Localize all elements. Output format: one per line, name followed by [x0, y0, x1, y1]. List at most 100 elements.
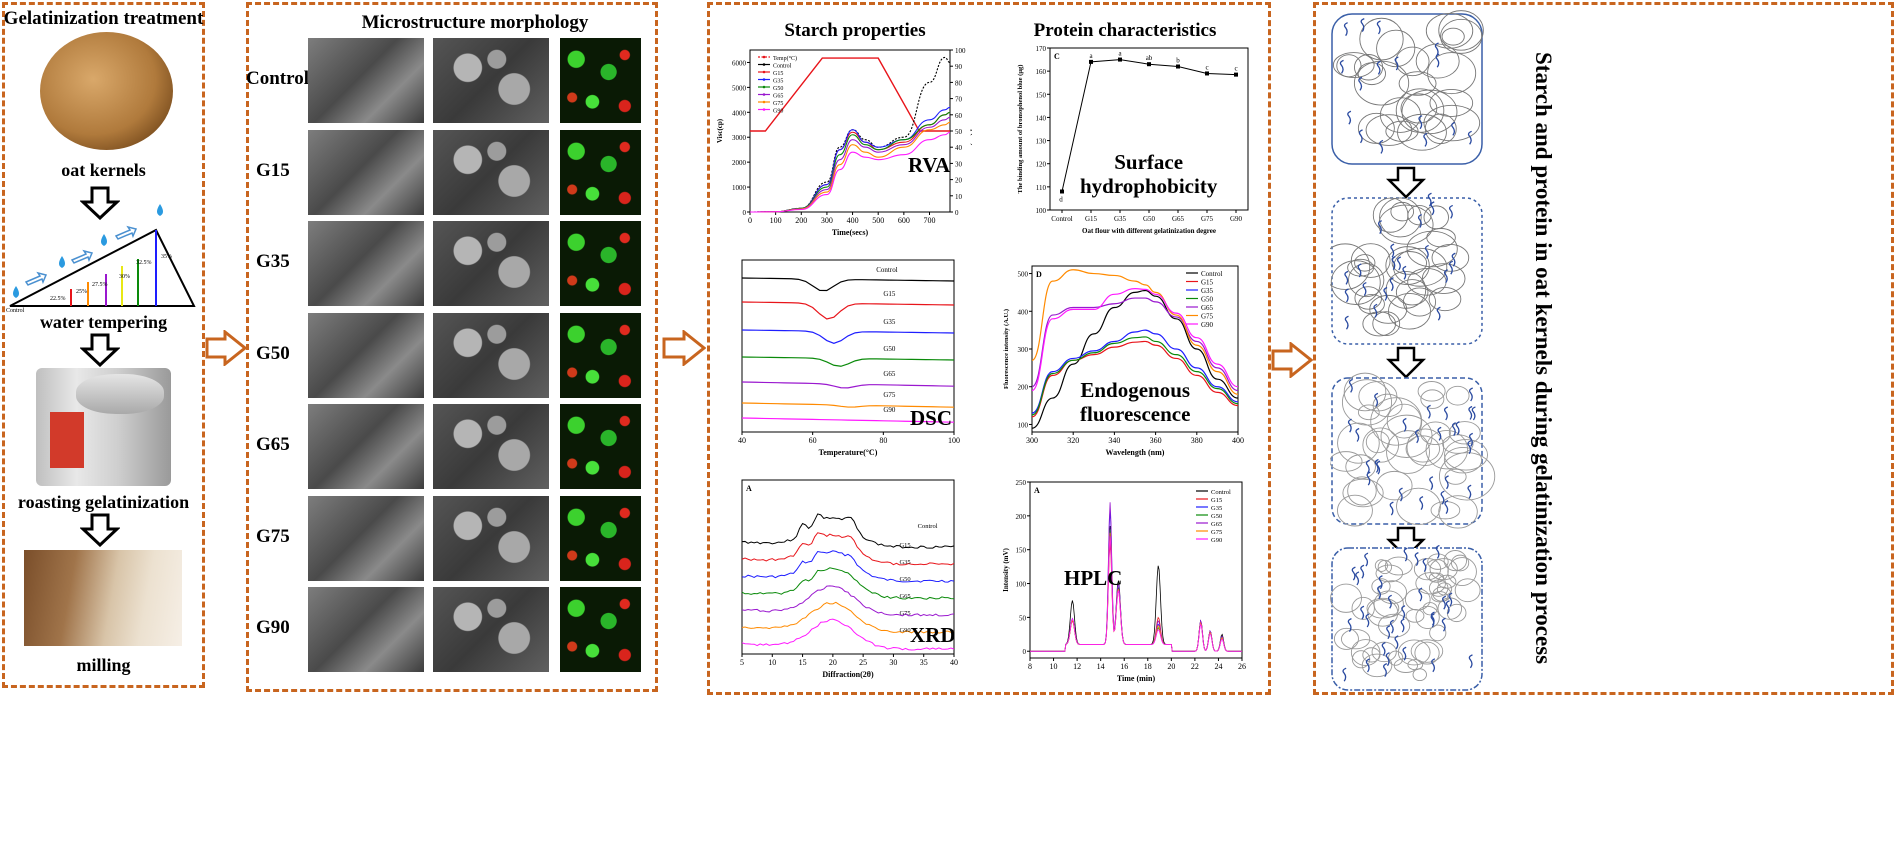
- starch-granule: [1371, 641, 1397, 663]
- surface-point: [1060, 189, 1064, 194]
- step-label-roasting: roasting gelatinization: [17, 492, 190, 512]
- x-tick-label: 10: [1050, 662, 1058, 671]
- fluor-series-g90: [1031, 288, 1239, 392]
- starch-granule: [1417, 381, 1446, 402]
- legend-marker: [762, 100, 766, 104]
- legend-marker: [762, 63, 766, 66]
- sem-low-mag-image: [308, 587, 424, 672]
- protein-strand: [1417, 213, 1422, 228]
- significance-letter: a: [1118, 50, 1122, 58]
- starch-granule: [1415, 43, 1460, 79]
- starch-granule: [1427, 553, 1449, 570]
- protein-strand: [1389, 619, 1394, 634]
- micro-row-label-g35: G35: [256, 251, 290, 272]
- starch-granule: [1376, 29, 1416, 68]
- starch-granule: [1351, 596, 1375, 620]
- starch-granule: [1351, 650, 1371, 669]
- protein-strand: [1378, 575, 1383, 590]
- protein-strand: [1414, 429, 1419, 444]
- protein-strand: [1360, 564, 1365, 579]
- protein-strand: [1365, 459, 1370, 474]
- xrd-series-control: [741, 513, 955, 549]
- clsm-image: [560, 221, 641, 306]
- starch-granule: [1333, 627, 1359, 650]
- starch-granule: [1391, 251, 1428, 275]
- protein-strand: [1448, 204, 1453, 219]
- legend-entry: G75: [773, 101, 783, 107]
- x-tick-label: 16: [1120, 662, 1128, 671]
- starch-granule: [1387, 293, 1432, 330]
- protein-strand: [1441, 617, 1446, 632]
- protein-strand: [1435, 544, 1440, 559]
- protein-strand: [1376, 60, 1381, 75]
- x-tick-label: 14: [1097, 662, 1105, 671]
- y2-tick-label: 90: [955, 63, 963, 71]
- starch-granule: [1406, 428, 1445, 467]
- y-tick-label: 200: [1016, 513, 1027, 521]
- y-tick-label: 150: [1016, 547, 1027, 555]
- protein-strand: [1344, 315, 1349, 330]
- starch-granule: [1377, 580, 1407, 605]
- sem-high-mag-image: [433, 587, 549, 672]
- protein-strand: [1383, 663, 1388, 678]
- legend-entry: Control: [773, 64, 792, 70]
- rva-chart: 0 100 200 300 400 500 600 700010002000300040005…: [716, 47, 972, 237]
- starch-granule: [1422, 602, 1438, 616]
- protein-strand: [1467, 484, 1472, 499]
- x-tick-label: 380: [1191, 436, 1203, 445]
- starch-granule: [1410, 639, 1444, 663]
- xrd-series-label: G50: [899, 576, 910, 583]
- y2-tick-label: 30: [955, 160, 963, 168]
- starch-granule: [1365, 114, 1413, 146]
- x-tick-label: 320: [1067, 436, 1079, 445]
- protein-strand: [1377, 585, 1382, 600]
- clsm-image: [560, 38, 641, 123]
- legend-marker: [762, 55, 766, 59]
- significance-letter: c: [1205, 63, 1208, 71]
- clsm-image: [560, 495, 641, 581]
- xrd-series-label: G75: [899, 610, 910, 617]
- protein-strand: [1344, 270, 1349, 285]
- temper-label-control: Control: [6, 308, 25, 314]
- starch-granule: [1373, 590, 1404, 618]
- x-tick-label: 5: [740, 658, 744, 667]
- starch-granule: [1454, 578, 1481, 603]
- y-tick-label: 300: [1018, 346, 1029, 354]
- x-tick-label: 15: [799, 658, 807, 667]
- fluor-series-control: [1031, 289, 1239, 429]
- panel-tag: C: [1054, 52, 1060, 61]
- starch-granule: [1428, 579, 1449, 597]
- y-tick-label: 2000: [732, 159, 747, 167]
- protein-strand: [1468, 432, 1474, 447]
- starch-granule: [1379, 97, 1422, 133]
- protein-strand: [1374, 392, 1379, 407]
- temper-label-35: 35%: [161, 254, 172, 260]
- connector-arrow-3: [1271, 342, 1313, 378]
- starch-granule: [1428, 287, 1462, 312]
- y-tick-label: 150: [1036, 91, 1047, 99]
- dsc-chart: 40 60 80 100 Temperature(°C) Control G15 G35 G50…: [738, 259, 960, 457]
- x-tick-label: G35: [1114, 215, 1127, 223]
- starch-granule: [1369, 294, 1408, 324]
- y2-tick-label: 100: [955, 47, 966, 55]
- starch-granule: [1415, 572, 1446, 595]
- protein-strand: [1419, 496, 1424, 511]
- panel-title-gelatinization: Gelatinization treatment: [3, 8, 204, 29]
- method-label-xrd: XRD: [910, 623, 956, 647]
- legend-marker: [762, 108, 766, 111]
- surface-hydrophobicity-chart: 100 110 120 130 140 150 160 170 The binding amou…: [1017, 45, 1249, 235]
- protein-strand: [1429, 476, 1434, 491]
- starch-granule: [1350, 243, 1391, 278]
- micro-row-label-g15: G15: [256, 159, 290, 181]
- dsc-series-g75: [741, 402, 955, 408]
- y-tick-label: 140: [1036, 114, 1047, 122]
- schematic-down-arrow: [1385, 166, 1427, 199]
- x-tick-label: 26: [1238, 662, 1246, 671]
- step-label-water-tempering: water tempering: [39, 312, 168, 332]
- legend-entry: G35: [773, 79, 783, 85]
- fluorescence-chart: 300 320 340 360 380 400 100 200 300 400 500 Wavelen…: [1003, 265, 1244, 457]
- method-label-hplc: HPLC: [1064, 566, 1123, 590]
- starch-granule: [1414, 641, 1440, 665]
- plot-frame: [741, 259, 955, 433]
- x-tick-label: 300: [1026, 436, 1038, 445]
